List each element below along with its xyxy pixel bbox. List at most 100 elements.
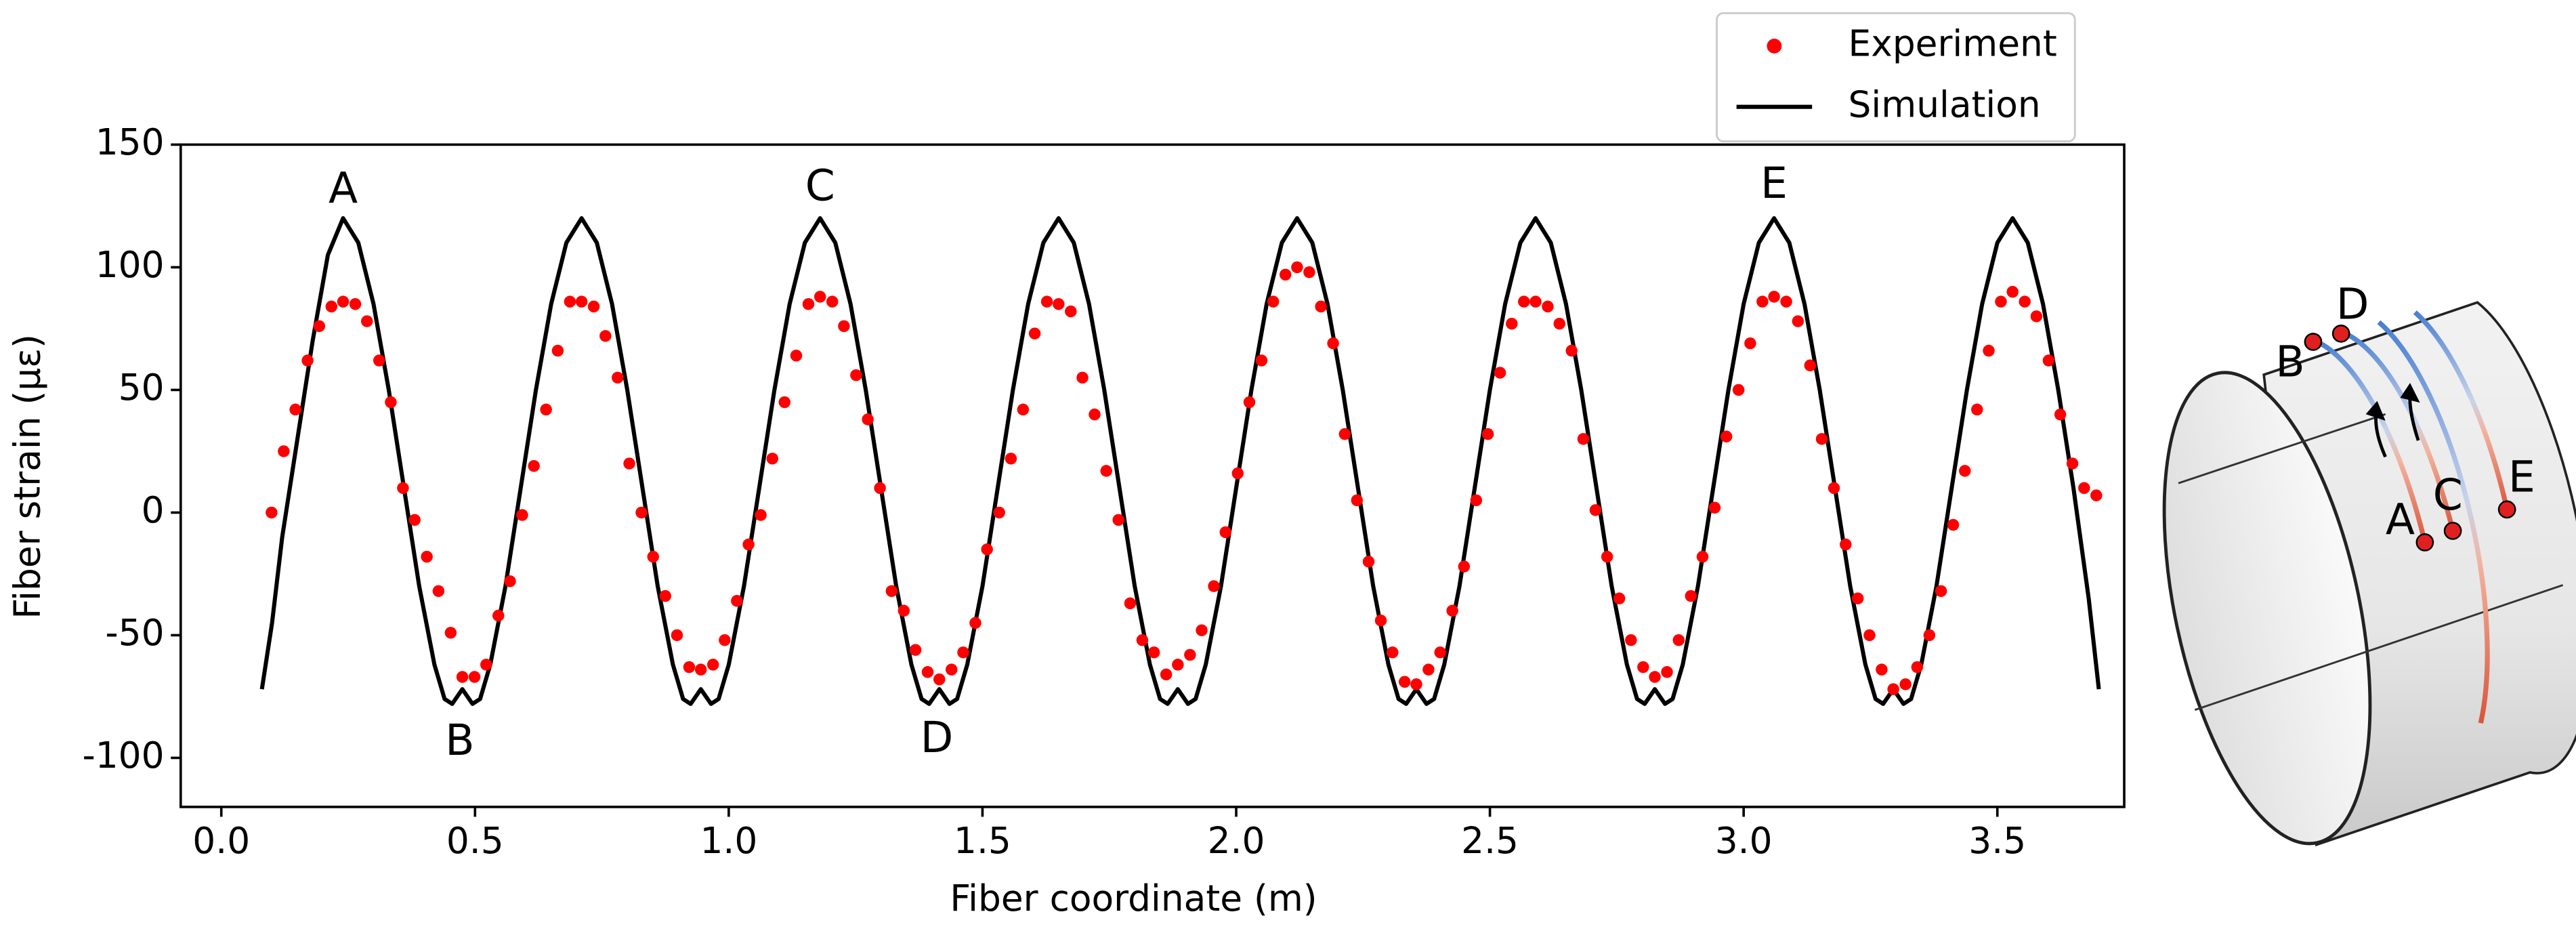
- data-point: [731, 595, 743, 607]
- point: [2443, 522, 2462, 540]
- data-point: [492, 609, 505, 622]
- data-point: [1017, 403, 1030, 416]
- annotation: A: [329, 163, 358, 213]
- data-point: [623, 457, 635, 470]
- data-point: [1565, 344, 1578, 357]
- data-point: [1935, 585, 1947, 598]
- point: [2304, 333, 2323, 351]
- data-point: [385, 396, 397, 409]
- data-point: [957, 646, 969, 659]
- data-point: [1494, 367, 1506, 379]
- data-point: [587, 300, 600, 313]
- data-point: [1649, 671, 1661, 683]
- data-point: [790, 350, 803, 362]
- data-point: [1696, 550, 1709, 563]
- data-point: [1529, 295, 1542, 308]
- data-point: [1613, 592, 1626, 604]
- data-point: [2078, 482, 2090, 494]
- seam: [2178, 413, 2386, 484]
- data-point: [1971, 403, 1983, 416]
- y-axis-label: Fiber strain (με): [5, 334, 48, 619]
- data-point: [1089, 408, 1101, 421]
- data-point: [1470, 494, 1483, 507]
- data-point: [1303, 266, 1315, 278]
- data-point: [969, 617, 981, 629]
- data-point: [766, 453, 779, 465]
- data-point: [826, 295, 839, 308]
- data-point: [1840, 538, 1852, 551]
- legend-marker: [1767, 39, 1782, 54]
- annotation: C: [805, 161, 835, 211]
- data-point: [373, 354, 385, 367]
- legend-label: Simulation: [1849, 83, 2041, 125]
- x-tick-label: 2.0: [1208, 819, 1265, 862]
- data-point: [1732, 384, 1745, 396]
- data-point: [456, 671, 469, 683]
- data-point: [1947, 518, 1960, 531]
- data-point: [814, 291, 826, 303]
- y-tick-label: -50: [105, 611, 164, 654]
- data-point: [1899, 678, 1912, 690]
- data-point: [325, 300, 338, 313]
- data-point: [1374, 615, 1387, 627]
- legend-label: Experiment: [1849, 22, 2057, 65]
- data-point: [1279, 268, 1292, 281]
- data-point: [1243, 396, 1256, 409]
- data-point: [551, 344, 564, 357]
- data-point: [1876, 663, 1888, 676]
- data-point: [1112, 514, 1124, 526]
- data-point: [1399, 676, 1411, 688]
- data-point: [1577, 433, 1590, 445]
- data-point: [1065, 305, 1077, 318]
- data-point: [874, 482, 886, 494]
- data-point: [1053, 298, 1065, 310]
- data-point: [349, 298, 362, 310]
- annotation: D: [921, 712, 954, 762]
- data-point: [1804, 359, 1817, 371]
- point: [2497, 500, 2516, 519]
- data-point: [898, 604, 910, 617]
- data-point: [564, 295, 576, 308]
- data-point: [719, 634, 731, 646]
- data-point: [1863, 629, 1876, 642]
- data-point: [1828, 482, 1840, 494]
- data-point: [1196, 624, 1208, 636]
- data-point: [337, 295, 350, 308]
- data-point: [885, 585, 898, 598]
- data-point: [1172, 659, 1184, 671]
- data-point: [1983, 344, 1995, 357]
- data-point: [1708, 501, 1721, 514]
- data-point: [432, 585, 445, 598]
- data-point: [2030, 310, 2043, 323]
- data-point: [1768, 291, 1780, 303]
- y-tick-label: -100: [82, 734, 164, 777]
- data-point: [1338, 428, 1351, 440]
- data-point: [575, 295, 588, 308]
- x-tick-label: 0.0: [192, 819, 250, 862]
- data-point: [468, 671, 481, 683]
- fiber: [2377, 320, 2490, 724]
- y-tick-label: 100: [96, 243, 165, 286]
- y-tick-label: 50: [119, 366, 165, 409]
- data-point: [1136, 634, 1149, 646]
- data-point: [1362, 556, 1375, 568]
- data-point: [540, 403, 552, 416]
- data-point: [1315, 300, 1327, 313]
- data-point: [1518, 295, 1530, 308]
- data-point: [993, 506, 1005, 519]
- data-point: [360, 315, 373, 327]
- data-point: [659, 589, 671, 602]
- y-tick-label: 0: [142, 489, 165, 531]
- diagram-label: C: [2433, 470, 2463, 520]
- cylinder-diagram: B D A C E: [2162, 279, 2576, 847]
- data-point: [1410, 678, 1422, 690]
- data-point: [706, 659, 719, 671]
- data-point: [2006, 285, 2019, 298]
- data-point: [480, 659, 492, 671]
- data-point: [1255, 354, 1268, 367]
- data-point: [397, 482, 409, 494]
- data-point: [408, 514, 421, 526]
- y-tick-label: 150: [96, 121, 165, 163]
- data-point: [1553, 317, 1565, 330]
- data-point: [862, 413, 874, 426]
